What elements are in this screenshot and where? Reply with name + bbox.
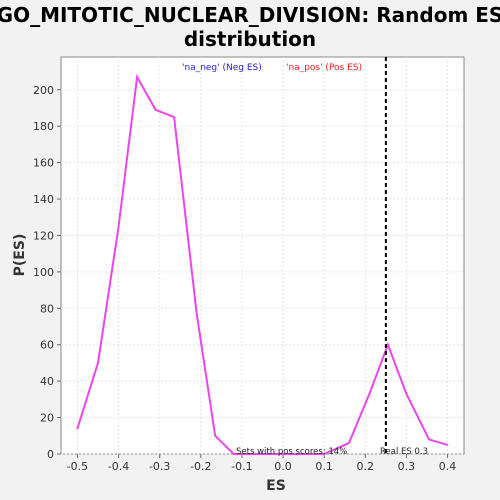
y-tick-label: 180 <box>33 120 54 133</box>
x-tick-label: -0.1 <box>231 460 252 473</box>
es-data-point <box>282 453 284 455</box>
y-tick-label: 60 <box>40 339 54 352</box>
chart-title-line1: GO_MITOTIC_NUCLEAR_DIVISION: Random ES <box>0 3 500 27</box>
series-layer <box>76 73 449 455</box>
y-tick-label: 100 <box>33 266 54 279</box>
es-data-point <box>368 393 371 395</box>
es-data-point <box>446 443 449 446</box>
legend-pos-es: 'na_pos' (Pos ES) <box>286 63 362 73</box>
y-tick-label: 0 <box>47 448 54 461</box>
es-data-point <box>195 312 198 315</box>
es-data-point <box>97 362 99 364</box>
x-axis-label: ES <box>266 478 286 494</box>
x-tick-label: 0.4 <box>439 460 457 473</box>
y-tick-label: 120 <box>33 229 54 242</box>
es-data-point <box>136 76 138 78</box>
x-tick-label: 0.1 <box>315 460 333 473</box>
axis-layer: -0.5 -0.4 -0.3 -0.2 -0.1 0.0 0.1 0.2 0.3 0.4 0 20 40… <box>33 84 456 473</box>
real-es-annotation: Real ES 0.3 <box>380 447 428 457</box>
y-axis-label: P(ES) <box>12 234 28 277</box>
es-data-point <box>117 225 120 228</box>
y-tick-label: 200 <box>33 84 54 97</box>
y-tick-label: 40 <box>40 375 54 388</box>
es-data-point <box>387 343 389 346</box>
y-tick-label: 80 <box>40 302 54 315</box>
es-data-point <box>232 453 235 455</box>
x-tick-label: 0.0 <box>274 460 292 473</box>
y-tick-label: 160 <box>33 157 54 170</box>
es-data-point <box>173 116 175 118</box>
chart-title-line2: distribution <box>184 27 316 51</box>
es-data-point <box>76 427 79 430</box>
es-data-point <box>214 434 217 437</box>
x-tick-label: -0.3 <box>149 460 170 473</box>
es-data-point <box>405 393 408 395</box>
es-data-point <box>323 453 326 455</box>
pos-scores-annotation: Sets with pos scores: 14% <box>236 447 347 457</box>
y-tick-label: 140 <box>33 193 54 206</box>
x-tick-label: -0.5 <box>67 460 88 473</box>
es-data-point <box>428 438 430 441</box>
y-tick-label: 20 <box>40 412 54 425</box>
x-tick-label: 0.2 <box>357 460 375 473</box>
es-data-point <box>347 442 350 444</box>
es-data-point <box>154 108 157 111</box>
x-tick-label: -0.2 <box>190 460 211 473</box>
plot-area <box>60 56 465 455</box>
x-tick-label: -0.4 <box>108 460 129 473</box>
legend-neg-es: 'na_neg' (Neg ES) <box>182 63 262 73</box>
x-tick-label: 0.3 <box>398 460 416 473</box>
